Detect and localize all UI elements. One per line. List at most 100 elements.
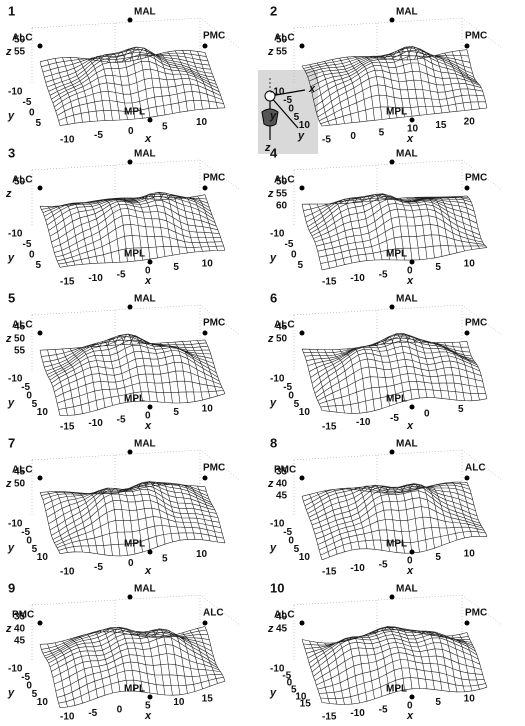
y-tick-label: 0	[288, 535, 294, 546]
z-tick-label: 45	[14, 636, 26, 647]
panel-number: 3	[8, 145, 15, 160]
z-tick-label: 45	[14, 467, 26, 478]
x-tick-label: -5	[94, 562, 103, 573]
z-axis-label: z	[5, 623, 12, 635]
z-tick-label: 50	[14, 479, 26, 490]
z-tick-label: 45	[276, 491, 288, 502]
x-tick-label: -10	[60, 135, 75, 146]
landmark-dot	[202, 43, 208, 49]
panel-number: 8	[270, 435, 277, 450]
landmark-dot	[147, 117, 153, 123]
panel-box	[31, 304, 241, 370]
z-axis-label: z	[5, 478, 12, 490]
y-axis-label: y	[7, 397, 15, 409]
surface-mesh	[301, 626, 488, 705]
x-tick-label: -5	[94, 130, 103, 141]
panel-box	[31, 594, 241, 660]
x-axis-label: x	[144, 565, 152, 577]
z-tick-label: 50	[14, 334, 26, 345]
landmark-label: PMC	[465, 31, 487, 42]
y-tick-label: -10	[8, 374, 23, 385]
z-tick-label: 45	[14, 322, 26, 333]
y-tick-label: 5	[32, 399, 38, 410]
y-tick-label: -5	[285, 239, 294, 250]
x-tick-label: -15	[60, 422, 75, 433]
landmark-label: PMC	[203, 463, 225, 474]
z-axis-label: z	[267, 46, 274, 58]
landmark-dot	[409, 694, 415, 700]
landmark-label: MPL	[124, 539, 145, 550]
x-tick-label: -10	[350, 273, 365, 284]
landmark-label: MAL	[396, 439, 418, 450]
landmark-label: ALC	[274, 175, 295, 186]
x-tick-label: -10	[88, 273, 103, 284]
surface-mesh	[39, 191, 226, 268]
y-tick-label: 10	[299, 552, 311, 563]
y-tick-label: 10	[37, 407, 49, 418]
x-tick-label: -5	[117, 414, 126, 425]
landmark-label: MAL	[396, 7, 418, 18]
landmark-dot	[389, 449, 395, 455]
y-tick-label: 5	[298, 260, 304, 271]
x-tick-label: -10	[350, 708, 365, 719]
landmark-dot	[202, 185, 208, 191]
x-tick-label: 10	[464, 258, 476, 269]
x-axis-label: x	[406, 275, 414, 287]
y-tick-label: 0	[26, 680, 32, 691]
landmark-dot	[464, 620, 470, 626]
panel-box	[293, 304, 503, 370]
z-tick-label: 35	[14, 612, 26, 623]
landmark-dot	[299, 185, 305, 191]
z-tick-label: 50	[276, 35, 288, 46]
y-tick-label: 0	[29, 250, 35, 261]
landmark-label: MAL	[396, 584, 418, 595]
surface-mesh	[301, 193, 488, 271]
y-tick-label: -10	[8, 87, 23, 98]
x-tick-label: -5	[379, 704, 388, 715]
panel-number: 9	[8, 580, 15, 595]
landmark-label: MPL	[124, 394, 145, 405]
x-tick-label: 10	[407, 124, 419, 135]
x-axis-label: x	[144, 275, 152, 287]
landmark-label: ALC	[465, 463, 486, 474]
landmark-dot	[464, 475, 470, 481]
landmark-dot	[389, 304, 395, 310]
landmark-dot	[37, 330, 43, 336]
x-tick-label: 0	[407, 266, 413, 277]
y-tick-label: -10	[8, 664, 23, 675]
y-tick-label: 5	[294, 112, 300, 123]
y-tick-label: 0	[291, 250, 297, 261]
x-axis-label: x	[144, 710, 152, 722]
y-tick-label: -5	[283, 382, 292, 393]
panel-number: 2	[270, 3, 277, 18]
y-tick-label: -10	[270, 374, 285, 385]
x-tick-label: 5	[379, 127, 385, 138]
landmark-dot	[464, 185, 470, 191]
landmark-dot	[37, 43, 43, 49]
y-axis-label: y	[7, 542, 15, 554]
landmark-dot	[37, 620, 43, 626]
landmark-label: ALC	[12, 33, 33, 44]
inset-head	[264, 90, 276, 102]
x-tick-label: -5	[88, 708, 97, 719]
y-tick-label: 10	[295, 692, 307, 703]
inset-y-label: y	[297, 130, 305, 142]
landmark-dot	[389, 17, 395, 23]
z-tick-label: 45	[276, 624, 288, 635]
z-tick-label: 40	[276, 612, 288, 623]
y-tick-label: -10	[8, 229, 23, 240]
y-tick-label: 10	[299, 407, 311, 418]
z-axis-label: z	[5, 188, 12, 200]
x-tick-label: 0	[407, 556, 413, 567]
y-axis-label: y	[7, 110, 15, 122]
landmark-dot	[409, 549, 415, 555]
surface-mesh	[39, 626, 226, 708]
y-tick-label: 10	[37, 552, 49, 563]
x-tick-label: 0	[145, 411, 151, 422]
